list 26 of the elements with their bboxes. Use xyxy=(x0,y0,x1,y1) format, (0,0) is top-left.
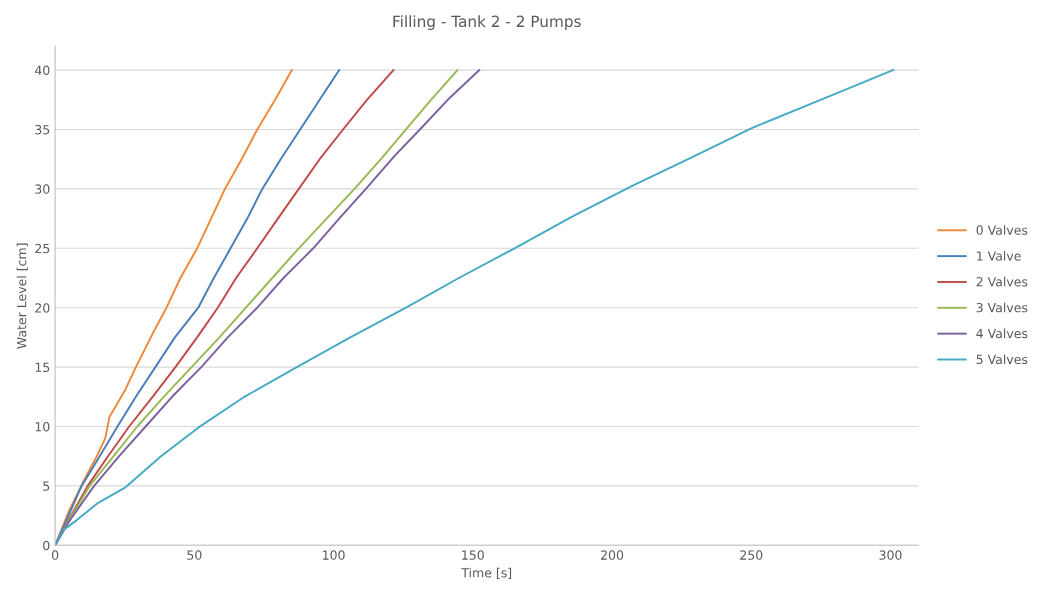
x-tick-label: 200 xyxy=(601,550,624,560)
chart-title: Filling - Tank 2 - 2 Pumps xyxy=(393,15,581,31)
x-tick-label: 250 xyxy=(740,550,763,560)
y-tick-label: 15 xyxy=(35,362,50,373)
legend-label: 4 Valves xyxy=(976,328,1028,339)
y-tick-label: 20 xyxy=(35,303,50,313)
y-tick-label: 35 xyxy=(35,124,50,135)
y-tick-label: 40 xyxy=(34,65,50,76)
y-tick-label: 30 xyxy=(35,184,50,194)
legend-label: 2 Valves xyxy=(976,276,1028,287)
x-tick-label: 50 xyxy=(187,550,202,560)
legend-label: 3 Valves xyxy=(976,302,1028,313)
y-tick-label: 10 xyxy=(35,421,50,432)
y-tick-label: 0 xyxy=(43,540,50,551)
y-axis-title: Water Level [cm] xyxy=(16,243,28,349)
legend-label: 0 Valves xyxy=(976,225,1028,235)
y-tick-label: 5 xyxy=(43,481,50,491)
y-tick-label: 25 xyxy=(35,243,50,254)
x-axis-title: Time [s] xyxy=(461,567,512,579)
x-tick-label: 150 xyxy=(462,550,484,560)
x-tick-label: 0 xyxy=(51,550,59,560)
legend-label: 5 Valves xyxy=(976,354,1028,365)
legend-label: 1 Valve xyxy=(977,250,1021,261)
line-series xyxy=(55,69,895,546)
x-tick-label: 100 xyxy=(323,550,345,560)
x-tick-label: 300 xyxy=(879,550,902,560)
